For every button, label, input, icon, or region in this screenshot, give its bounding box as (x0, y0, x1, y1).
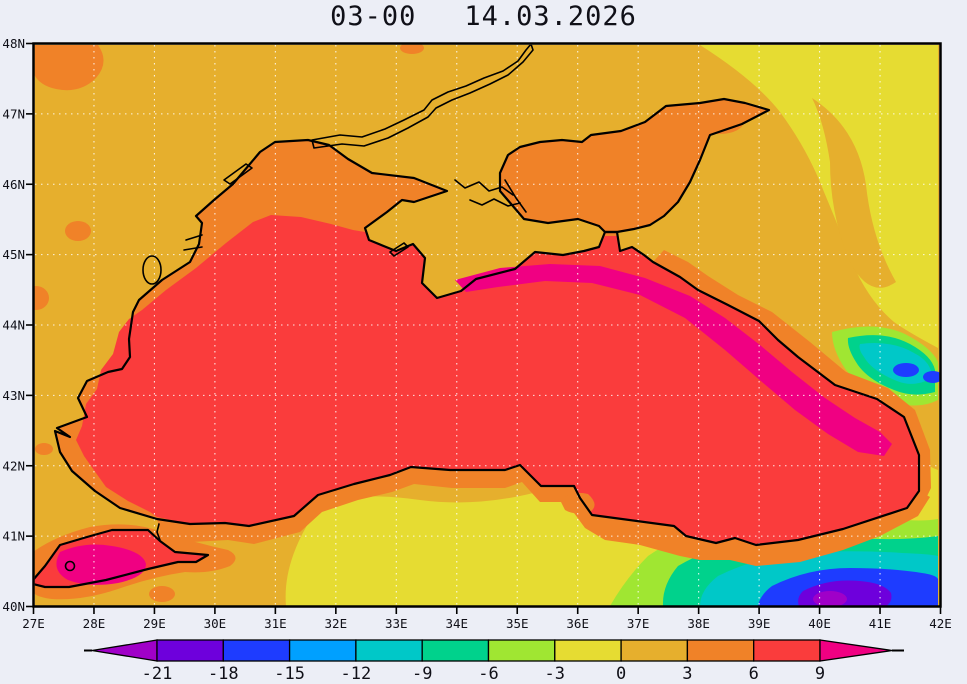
lat-label: 45N (2, 247, 25, 262)
orange-blob-west3 (35, 443, 53, 455)
dnieper-river-outline (311, 44, 534, 149)
page-title: 03-00 14.03.2026 (0, 1, 967, 32)
lat-label: 46N (2, 177, 25, 192)
lon-label: 28E (83, 616, 106, 631)
longitude-axis: 27E 28E 29E 30E 31E 32E 33E 34E 35E 36E 37E 38E 39E 4… (22, 616, 952, 631)
orange-sea-patch-samsun (560, 492, 595, 514)
danube-delta-arms (183, 234, 203, 251)
lat-label: 42N (2, 458, 25, 473)
plot-border (32, 42, 942, 608)
colorbar: -21 -18 -15 -12 -9 -6 -3 0 3 6 9 (84, 639, 904, 684)
lon-label: 30E (204, 616, 227, 631)
colorbar-segment (554, 639, 622, 662)
lon-label: 31E (264, 616, 287, 631)
colorbar-segment (753, 639, 821, 662)
colorbar-label: 9 (815, 664, 825, 684)
colorbar-label: -12 (341, 664, 372, 684)
lon-label: 34E (445, 616, 468, 631)
lon-label: 39E (748, 616, 771, 631)
sea-of-azov-fill (500, 99, 769, 232)
lon-label: 40E (808, 616, 831, 631)
black-sea-open-fill (76, 215, 919, 545)
colorbar-segment (421, 639, 490, 662)
colorbar-label: -15 (274, 664, 305, 684)
orange-blob-top (400, 44, 424, 54)
orange-blob-west1 (65, 221, 91, 241)
colorbar-segment (686, 639, 755, 662)
lat-label: 44N (2, 318, 25, 333)
title-time: 03-00 (330, 1, 417, 32)
latitude-axis: 48N 47N 46N 45N 44N 43N 42N 41N 40N (2, 36, 25, 614)
lon-label: 38E (687, 616, 710, 631)
lon-label: 29E (143, 616, 166, 631)
lat-label: 43N (2, 388, 25, 403)
orange-blob-west2 (34, 286, 49, 310)
marmara-coastline (34, 528, 210, 589)
colorbar-segment (288, 639, 357, 662)
colorbar-label: -6 (478, 664, 498, 684)
lat-label: 41N (2, 529, 25, 544)
lon-label: 27E (22, 616, 45, 631)
lat-label: 40N (2, 599, 25, 614)
lon-label: 36E (566, 616, 589, 631)
colorbar-label: -9 (412, 664, 432, 684)
cold-blob-east-blue2 (923, 371, 940, 383)
colorbar-label: 0 (616, 664, 626, 684)
mustard-wedge-northeast (812, 98, 896, 288)
bosphorus-strait (156, 523, 161, 541)
lat-label: 47N (2, 106, 25, 121)
colorbar-segment (156, 639, 224, 662)
sivash-lagoons-1 (454, 179, 514, 196)
colorbar-label: -21 (142, 664, 173, 684)
colorbar-segment (355, 639, 423, 662)
lon-label: 41E (869, 616, 892, 631)
lon-label: 37E (627, 616, 650, 631)
map-fill-layers (34, 44, 940, 607)
marmara-island (64, 560, 76, 572)
colorbar-label: -18 (208, 664, 239, 684)
lon-label: 42E (929, 616, 952, 631)
lon-label: 32E (325, 616, 348, 631)
razim-lagoon (142, 255, 162, 285)
coastlines (34, 44, 921, 589)
lat-label: 48N (2, 36, 25, 51)
colorbar-segment (487, 639, 556, 662)
cold-blob-se-purple-core (813, 591, 847, 607)
cold-blob-east-blue1 (893, 363, 919, 377)
title-date: 14.03.2026 (464, 1, 637, 32)
donuzlav-lake (389, 242, 409, 257)
colorbar-overflow-arrow (819, 639, 893, 662)
lon-label: 33E (385, 616, 408, 631)
magenta-warm-band (455, 264, 892, 456)
orange-blob-northwest-corner (34, 45, 104, 91)
colorbar-segment (620, 639, 689, 662)
arabat-spit (504, 179, 527, 213)
black-sea-coastline (53, 138, 921, 547)
colorbar-label: -3 (545, 664, 565, 684)
sivash-lagoons-2 (469, 198, 521, 207)
colorbar-segment (222, 639, 291, 662)
axis-ticks (26, 42, 942, 614)
colorbar-label: 3 (682, 664, 692, 684)
dniester-liman (223, 163, 253, 185)
orange-blob-southwest (149, 586, 175, 602)
colorbar-label: 6 (749, 664, 759, 684)
grid-lines (35, 45, 939, 606)
lon-label: 35E (506, 616, 529, 631)
orange-band-turkish-coast (157, 465, 930, 566)
